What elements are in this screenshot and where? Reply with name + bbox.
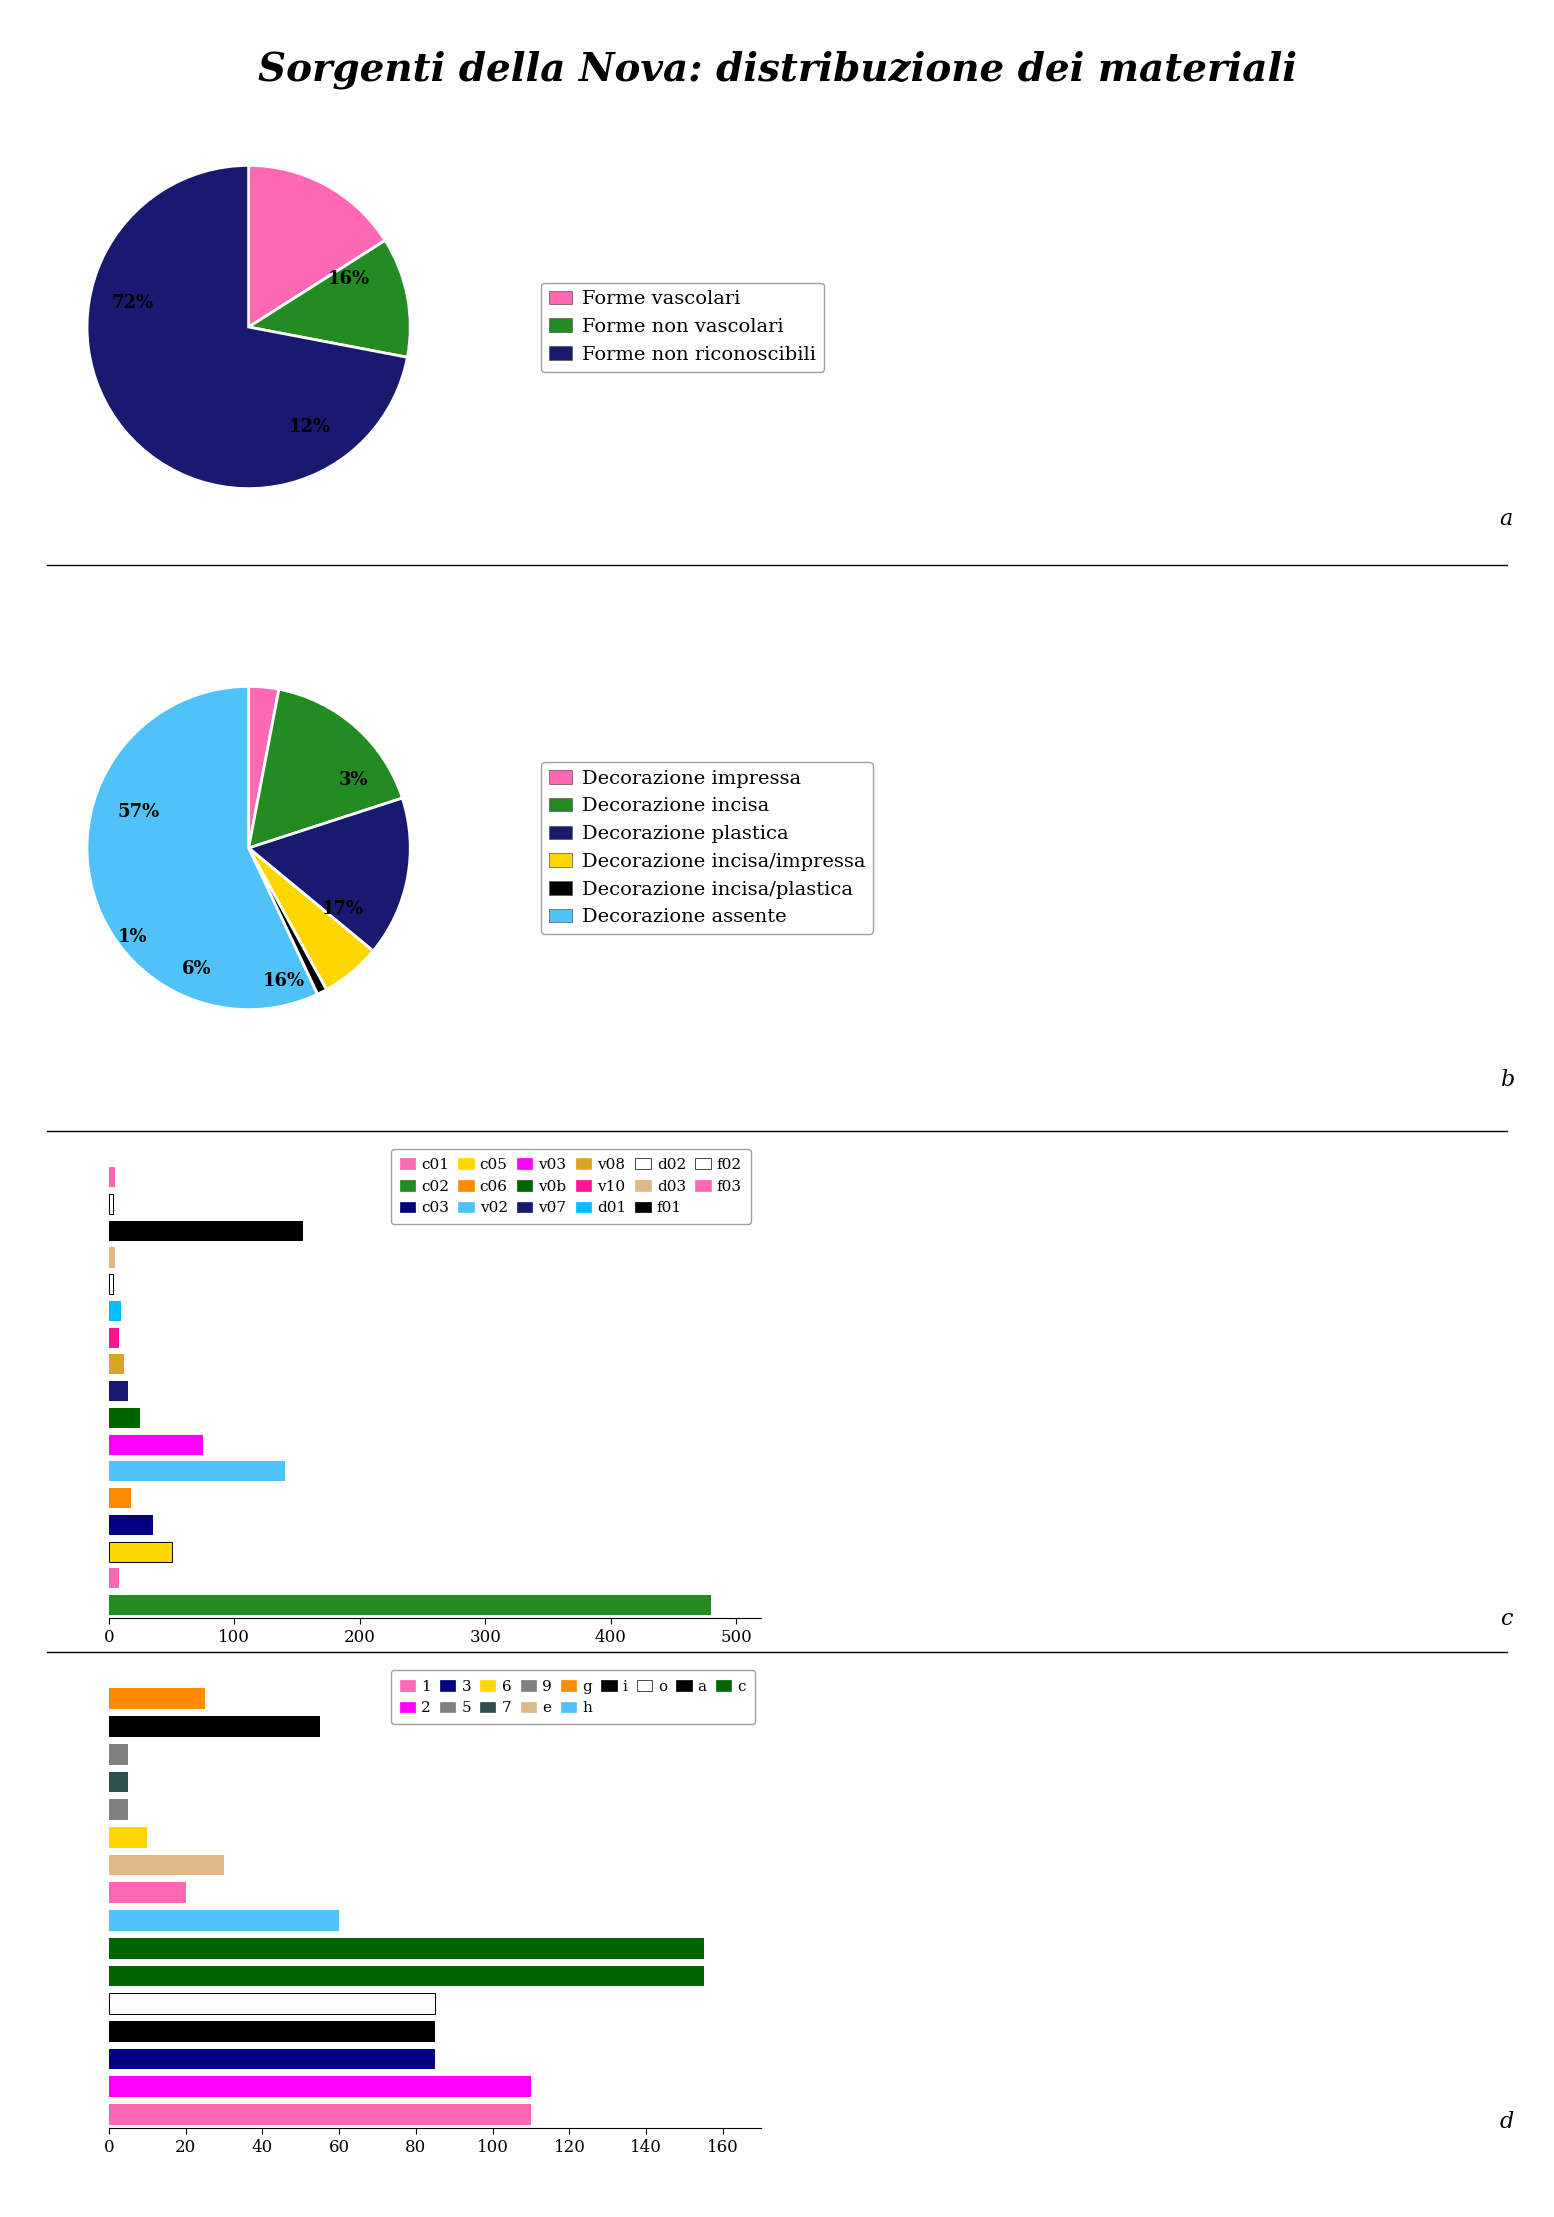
Bar <box>109 1328 118 1348</box>
Text: Sorgenti della Nova: distribuzione dei materiali: Sorgenti della Nova: distribuzione dei m… <box>258 51 1296 89</box>
Legend: c01, c02, c03, c05, c06, v02, v03, v0b, v07, v08, v10, d01, d02, d03, f01, f02, : c01, c02, c03, c05, c06, v02, v03, v0b, … <box>390 1148 751 1224</box>
Wedge shape <box>249 166 385 328</box>
Bar <box>109 1275 112 1295</box>
Bar <box>109 1938 704 1958</box>
Bar <box>109 1488 132 1508</box>
Bar <box>109 1966 704 1986</box>
Bar <box>109 1689 205 1709</box>
Wedge shape <box>249 798 410 951</box>
Bar <box>109 1301 121 1321</box>
Text: 12%: 12% <box>289 419 331 437</box>
Text: a: a <box>1500 508 1514 530</box>
Bar <box>109 1745 127 1765</box>
Text: d: d <box>1500 2111 1514 2133</box>
Wedge shape <box>249 689 402 849</box>
Bar <box>109 1911 339 1931</box>
Legend: Forme vascolari, Forme non vascolari, Forme non riconoscibili: Forme vascolari, Forme non vascolari, Fo… <box>541 282 824 372</box>
Bar <box>109 1567 118 1587</box>
Text: b: b <box>1500 1069 1514 1091</box>
Bar <box>109 1771 127 1791</box>
Bar <box>109 2077 531 2097</box>
Wedge shape <box>249 849 373 989</box>
Bar <box>109 1993 435 2013</box>
Bar <box>109 2104 531 2124</box>
Bar <box>109 1408 140 1428</box>
Text: 17%: 17% <box>322 900 364 918</box>
Text: 16%: 16% <box>328 270 370 288</box>
Text: c: c <box>1500 1607 1512 1629</box>
Bar <box>109 2049 435 2068</box>
Bar <box>109 1195 112 1215</box>
Legend: 1, 2, 3, 5, 6, 7, 9, e, g, h, i, o, a, c: 1, 2, 3, 5, 6, 7, 9, e, g, h, i, o, a, c <box>390 1669 755 1725</box>
Bar <box>109 1716 320 1736</box>
Legend: Decorazione impressa, Decorazione incisa, Decorazione plastica, Decorazione inci: Decorazione impressa, Decorazione incisa… <box>541 763 873 933</box>
Bar <box>109 1800 127 1820</box>
Text: 6%: 6% <box>182 960 211 978</box>
Bar <box>109 1541 171 1561</box>
Bar <box>109 1461 284 1481</box>
Bar <box>109 1882 185 1902</box>
Wedge shape <box>87 166 407 488</box>
Bar <box>109 1355 124 1375</box>
Wedge shape <box>249 849 326 993</box>
Bar <box>109 1248 115 1268</box>
Bar <box>109 1434 204 1454</box>
Text: 16%: 16% <box>263 971 305 989</box>
Bar <box>109 1827 148 1847</box>
Bar <box>109 1514 152 1534</box>
Bar <box>109 1594 712 1614</box>
Wedge shape <box>87 687 317 1009</box>
Bar <box>109 1381 127 1401</box>
Bar <box>109 1222 303 1242</box>
Bar <box>109 1856 224 1876</box>
Bar <box>109 1168 115 1188</box>
Text: 3%: 3% <box>339 772 368 789</box>
Text: 72%: 72% <box>112 295 154 313</box>
Text: 1%: 1% <box>118 929 148 947</box>
Wedge shape <box>249 239 410 357</box>
Text: 57%: 57% <box>118 803 160 823</box>
Bar <box>109 2022 435 2042</box>
Wedge shape <box>249 687 278 849</box>
